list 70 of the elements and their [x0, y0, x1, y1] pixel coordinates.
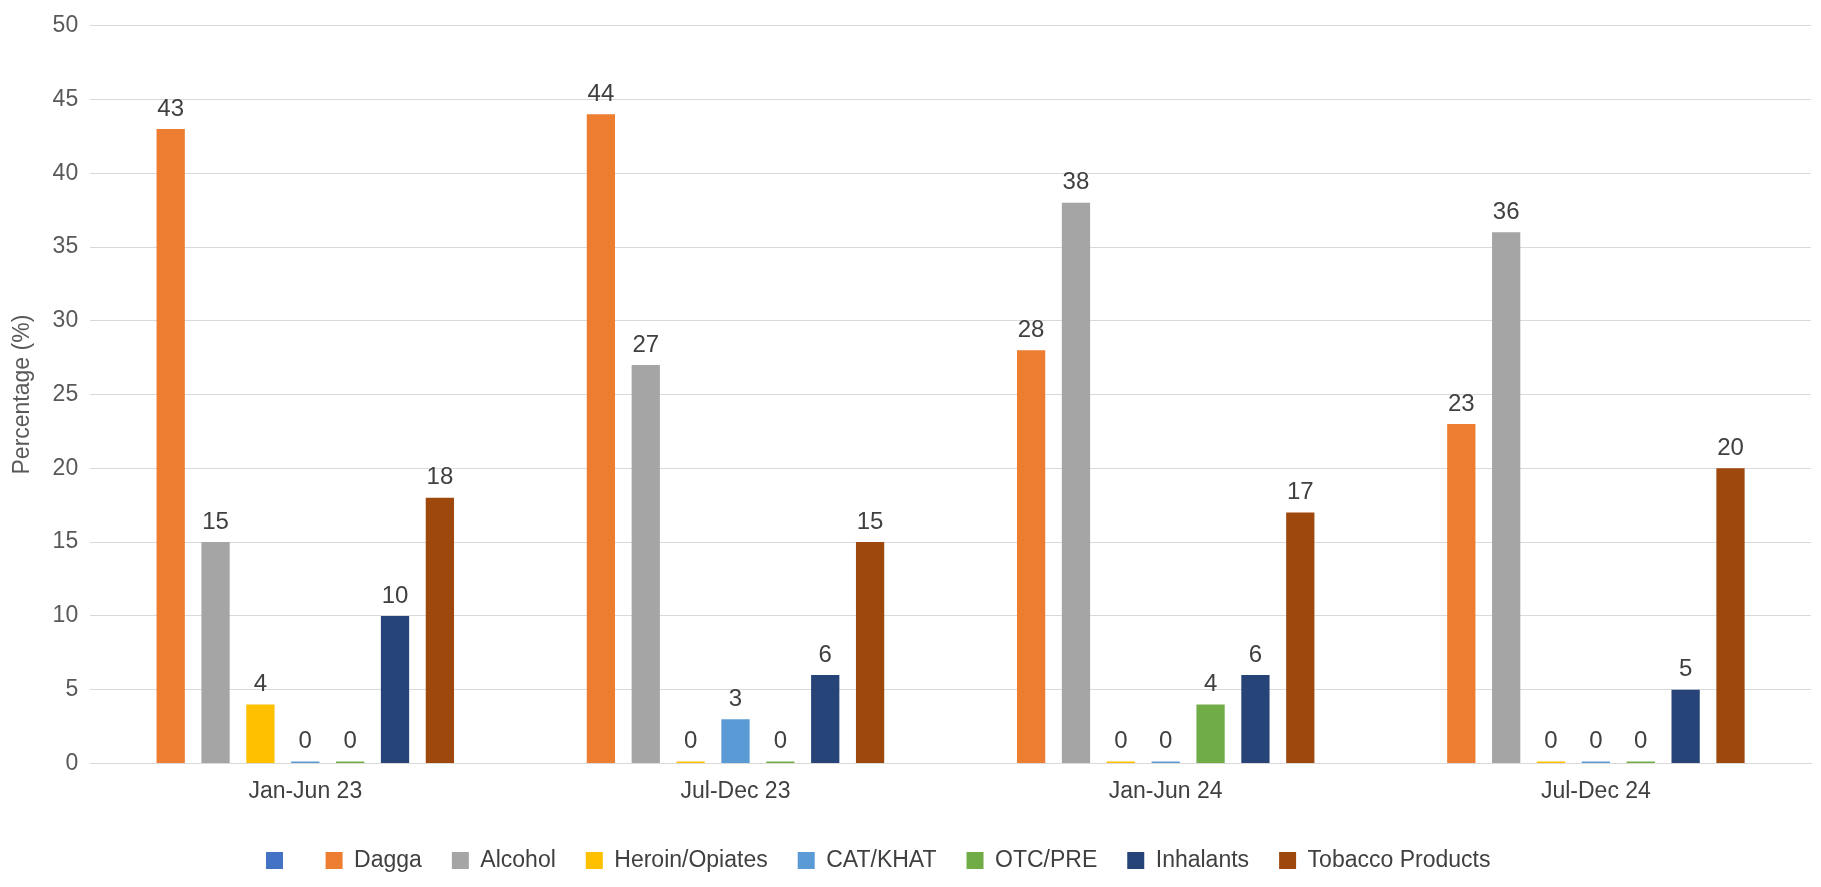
- bar: [1492, 232, 1521, 763]
- bar: [1016, 350, 1046, 763]
- bar: [380, 615, 410, 763]
- bar: [1716, 468, 1745, 763]
- data-label: 23: [1447, 388, 1475, 416]
- y-tick-label: 25: [52, 379, 79, 406]
- data-label: 10: [381, 580, 409, 608]
- y-tick-label: 5: [65, 674, 79, 701]
- legend-label: CAT/KHAT: [826, 845, 937, 872]
- legend-label: Inhalants: [1155, 845, 1250, 872]
- data-label: 3: [728, 683, 743, 711]
- bar: [1196, 704, 1225, 763]
- data-label: 0: [1589, 726, 1603, 754]
- bar: [246, 704, 275, 763]
- bar: [425, 497, 455, 763]
- data-label: 43: [157, 93, 185, 121]
- bar: [1447, 424, 1476, 763]
- bar: [1671, 689, 1700, 763]
- bar: [1061, 202, 1091, 763]
- data-label: 27: [632, 329, 660, 357]
- bar: [855, 542, 885, 763]
- y-tick-label: 10: [52, 601, 79, 628]
- data-label: 0: [1544, 726, 1558, 754]
- data-label: 4: [1203, 669, 1218, 697]
- data-label: 0: [343, 726, 357, 754]
- bar: [156, 129, 185, 763]
- data-label: 15: [202, 506, 229, 534]
- data-label: 0: [298, 726, 312, 754]
- bar: [586, 114, 616, 763]
- data-label: 18: [426, 462, 454, 490]
- bar: [631, 365, 660, 763]
- data-label: 5: [1678, 654, 1693, 682]
- x-tick-label: Jan-Jun 23: [248, 776, 363, 803]
- data-label: 6: [818, 639, 832, 667]
- legend-label: Heroin/Opiates: [614, 845, 768, 872]
- x-tick-label: Jul-Dec 23: [680, 776, 791, 803]
- y-tick-label: 15: [52, 527, 79, 554]
- data-label: 28: [1017, 314, 1045, 342]
- bar: [1241, 674, 1270, 763]
- y-tick-label: 45: [52, 84, 79, 111]
- bar: [1286, 512, 1315, 763]
- y-tick-label: 50: [52, 11, 79, 38]
- data-label: 17: [1286, 477, 1314, 505]
- y-tick-label: 30: [52, 306, 79, 333]
- data-label: 0: [1159, 726, 1173, 754]
- legend-label: Tobacco Products: [1307, 845, 1491, 872]
- data-label: 0: [773, 726, 788, 754]
- data-label: 44: [587, 78, 615, 106]
- legend-label: OTC/PRE: [995, 845, 1098, 872]
- x-tick-label: Jan-Jun 24: [1108, 776, 1223, 803]
- data-label: 36: [1492, 196, 1520, 224]
- data-label: 38: [1062, 167, 1090, 195]
- x-tick-label: Jul-Dec 24: [1540, 776, 1652, 803]
- data-label: 0: [1634, 726, 1648, 754]
- data-label: 20: [1717, 432, 1744, 460]
- legend-label: Alcohol: [480, 845, 556, 872]
- legend-label: Dagga: [354, 845, 423, 872]
- bar: [201, 542, 230, 763]
- data-label: 15: [856, 506, 884, 534]
- y-tick-label: 20: [52, 453, 79, 480]
- data-label: 6: [1248, 639, 1263, 667]
- y-tick-label: 35: [52, 232, 79, 259]
- bar: [811, 674, 840, 763]
- y-tick-label: 40: [52, 158, 79, 185]
- data-label: 0: [1114, 726, 1128, 754]
- data-label: 4: [253, 669, 268, 697]
- y-tick-label: 0: [65, 748, 79, 775]
- y-axis-title: Percentage (%): [8, 314, 35, 475]
- bar: [721, 719, 750, 763]
- data-label: 0: [683, 726, 698, 754]
